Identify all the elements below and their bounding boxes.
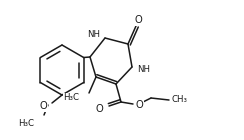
Text: CH₃: CH₃ bbox=[171, 95, 187, 104]
Text: H₃C: H₃C bbox=[63, 94, 79, 102]
Text: O: O bbox=[95, 104, 103, 114]
Text: O: O bbox=[136, 100, 144, 110]
Text: NH: NH bbox=[137, 65, 150, 74]
Text: O: O bbox=[39, 101, 47, 111]
Text: O: O bbox=[134, 15, 142, 25]
Text: H₃C: H₃C bbox=[18, 118, 34, 128]
Text: NH: NH bbox=[87, 30, 100, 38]
